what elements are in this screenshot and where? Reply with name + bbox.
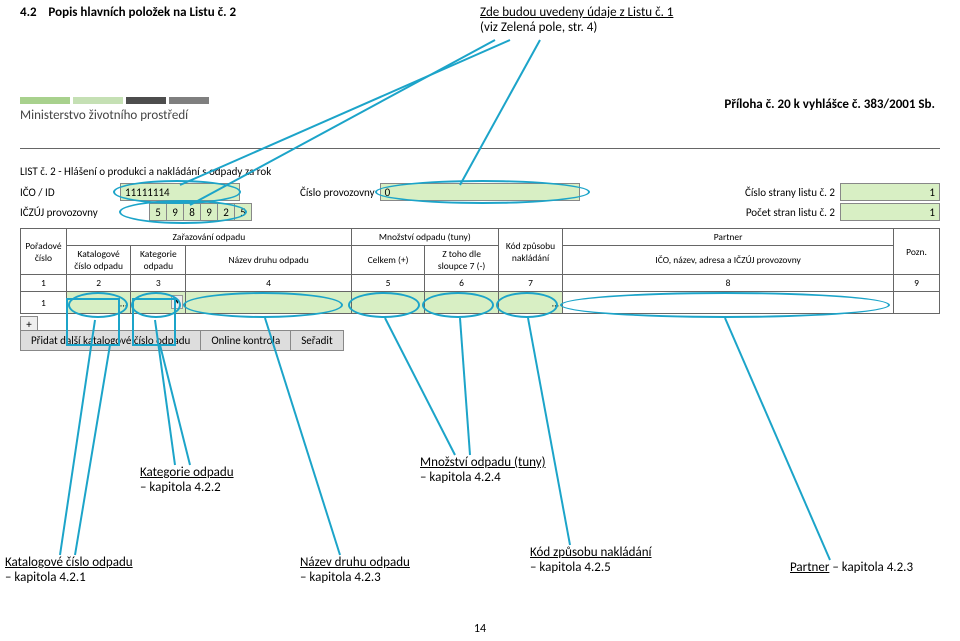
iczuj-d4[interactable]: 9 (200, 203, 218, 221)
cell-1-5[interactable] (351, 292, 425, 314)
th-zarazovani: Zařazování odpadu (66, 229, 351, 246)
provoz-field[interactable]: 0 (380, 183, 580, 201)
ico-label: IČO / ID (20, 186, 115, 199)
ministry-color-bars (20, 97, 209, 104)
data-row-1: 1 ... ▾ ... (21, 292, 940, 314)
callout-kategorie-title: Kategorie odpadu (140, 465, 234, 480)
callout-mnozstvi-sub: – kapitola 4.2.4 (420, 470, 546, 485)
form-row-1: IČO / ID 11111114 Číslo provozovny 0 Čís… (20, 183, 940, 201)
top-note-line2: (viz Zelená pole, str. 4) (480, 20, 673, 35)
cell-1-4[interactable] (186, 292, 351, 314)
provoz-label: Číslo provozovny (300, 186, 375, 199)
th-katalog: Katalogové číslo odpadu (66, 246, 130, 275)
coln-5: 5 (351, 275, 425, 292)
form-row-2: IČZÚJ provozovny 5 9 8 9 2 5 Počet stran… (20, 203, 940, 221)
th-ztoho: Z toho dle sloupce 7 (-) (425, 246, 499, 275)
callout-nazev-sub: – kapitola 4.2.3 (300, 570, 410, 585)
top-note: Zde budou uvedeny údaje z Listu č. 1 (vi… (480, 5, 673, 35)
pocet-field[interactable]: 1 (840, 203, 940, 221)
callout-kategorie: Kategorie odpadu – kapitola 4.2.2 (140, 465, 234, 495)
iczuj-d6[interactable]: 5 (234, 203, 252, 221)
strana-field[interactable]: 1 (840, 183, 940, 201)
section-title-text: Popis hlavních položek na Listu č. 2 (48, 5, 236, 20)
callout-katalog: Katalogové číslo odpadu – kapitola 4.2.1 (5, 555, 133, 585)
coln-7: 7 (498, 275, 562, 292)
action-buttons: Přidat další katalogové číslo odpadu Onl… (20, 330, 344, 351)
form-table-container: Pořadové číslo Zařazování odpadu Množstv… (20, 228, 940, 332)
th-kod: Kód způsobu nakládání (498, 229, 562, 275)
callout-mnozstvi: Množství odpadu (tuny) – kapitola 4.2.4 (420, 455, 546, 485)
callout-partner-title: Partner (790, 560, 829, 575)
iczuj-d5[interactable]: 2 (217, 203, 235, 221)
coln-9: 9 (894, 275, 940, 292)
th-pozn: Pozn. (894, 229, 940, 275)
top-note-line1: Zde budou uvedeny údaje z Listu č. 1 (480, 5, 673, 20)
th-partner-detail: IČO, název, adresa a IČZÚJ provozovny (563, 246, 894, 275)
callout-partner: Partner – kapitola 4.2.3 (790, 560, 913, 575)
ico-field[interactable]: 11111114 (120, 183, 240, 201)
th-kategorie: Kategorie odpadu (131, 246, 186, 275)
th-partner: Partner (563, 229, 894, 246)
col-number-row: 1 2 3 4 5 6 7 8 9 (21, 275, 940, 292)
strana-label: Číslo strany listu č. 2 (745, 186, 835, 199)
callout-partner-sub: – kapitola 4.2.3 (832, 560, 913, 575)
coln-1: 1 (21, 275, 67, 292)
callout-katalog-sub: – kapitola 4.2.1 (5, 570, 133, 585)
coln-3: 3 (131, 275, 186, 292)
attachment-label: Příloha č. 20 k vyhlášce č. 383/2001 Sb. (724, 97, 935, 112)
cell-1-2[interactable]: ... (66, 292, 130, 314)
th-nazev: Název druhu odpadu (186, 246, 351, 275)
form-table: Pořadové číslo Zařazování odpadu Množstv… (20, 228, 940, 314)
ministry-block: Ministerstvo životního prostředí (20, 97, 209, 123)
cell-1-6[interactable] (425, 292, 499, 314)
coln-4: 4 (186, 275, 351, 292)
callout-katalog-title: Katalogové číslo odpadu (5, 555, 133, 570)
callout-kod-sub: – kapitola 4.2.5 (530, 560, 652, 575)
cell-1-9[interactable] (894, 292, 940, 314)
coln-8: 8 (563, 275, 894, 292)
iczuj-d3[interactable]: 8 (183, 203, 201, 221)
pocet-label: Počet stran listu č. 2 (746, 206, 835, 219)
coln-6: 6 (425, 275, 499, 292)
coln-2: 2 (66, 275, 130, 292)
cell-1-1[interactable]: 1 (21, 292, 67, 314)
iczuj-d2[interactable]: 9 (166, 203, 184, 221)
cell-1-3[interactable]: ▾ (131, 292, 186, 314)
callout-nazev-title: Název druhu odpadu (300, 555, 410, 570)
cell-1-7[interactable]: ... (498, 292, 562, 314)
sort-button[interactable]: Seřadit (290, 330, 343, 351)
divider (20, 148, 940, 149)
section-number: 4.2 (20, 5, 37, 20)
th-celkem: Celkem (+) (351, 246, 425, 275)
th-poradove: Pořadové číslo (21, 229, 67, 275)
page-number: 14 (474, 622, 486, 636)
callout-kategorie-sub: – kapitola 4.2.2 (140, 480, 234, 495)
callout-mnozstvi-title: Množství odpadu (tuny) (420, 455, 546, 470)
th-mnozstvi: Množství odpadu (tuny) (351, 229, 498, 246)
callout-kod: Kód způsobu nakládání – kapitola 4.2.5 (530, 545, 652, 575)
iczuj-label: IČZÚJ provozovny (20, 206, 115, 219)
iczuj-d1[interactable]: 5 (149, 203, 167, 221)
ministry-name: Ministerstvo životního prostředí (20, 108, 209, 123)
callout-nazev: Název druhu odpadu – kapitola 4.2.3 (300, 555, 410, 585)
cell-1-8[interactable] (563, 292, 894, 314)
section-heading: 4.2 Popis hlavních položek na Listu č. 2 (20, 5, 236, 20)
page: 4.2 Popis hlavních položek na Listu č. 2… (0, 0, 960, 641)
callout-kod-title: Kód způsobu nakládání (530, 545, 652, 560)
dropdown-icon[interactable]: ▾ (171, 295, 183, 309)
list-heading: LIST č. 2 - Hlášení o produkci a nakládá… (20, 165, 271, 178)
add-katalog-button[interactable]: Přidat další katalogové číslo odpadu (20, 330, 201, 351)
online-check-button[interactable]: Online kontrola (200, 330, 291, 351)
